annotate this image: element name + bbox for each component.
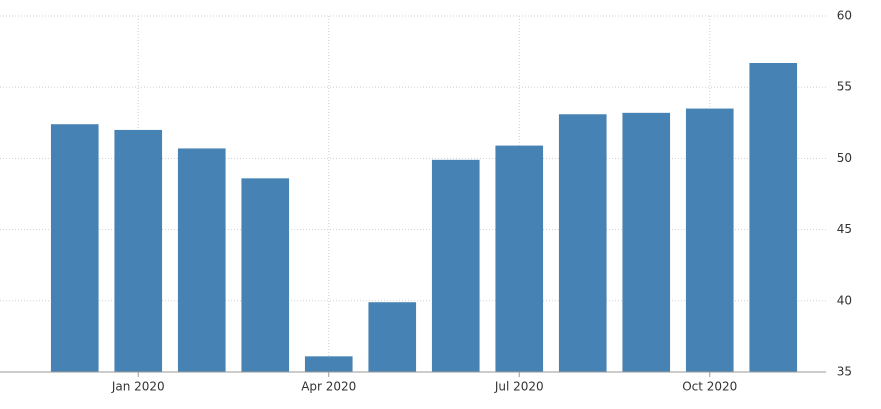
y-tick-label: 50 xyxy=(837,151,852,165)
bar xyxy=(431,159,480,372)
y-tick-label: 40 xyxy=(837,293,852,307)
bar xyxy=(304,356,353,372)
bar xyxy=(495,145,544,372)
bar xyxy=(558,114,607,373)
bar xyxy=(50,124,99,372)
bar xyxy=(177,148,226,372)
x-tick-label: Jul 2020 xyxy=(494,380,544,394)
x-tick-label: Oct 2020 xyxy=(682,380,737,394)
x-tick-label: Jan 2020 xyxy=(111,380,165,394)
bar xyxy=(241,178,290,372)
bar xyxy=(685,108,734,372)
y-tick-label: 55 xyxy=(837,80,852,94)
bar xyxy=(749,62,798,372)
y-tick-label: 35 xyxy=(837,365,852,379)
x-tick-label: Apr 2020 xyxy=(301,380,356,394)
bar xyxy=(368,302,417,372)
y-tick-label: 60 xyxy=(837,9,852,23)
bar xyxy=(114,129,163,372)
y-tick-label: 45 xyxy=(837,222,852,236)
bar xyxy=(622,112,671,372)
